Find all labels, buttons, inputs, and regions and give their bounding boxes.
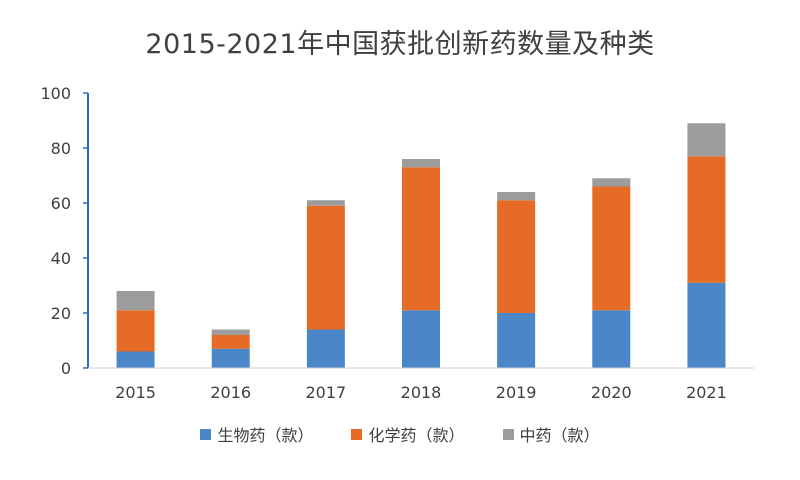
- bar-2021-series-2: [687, 123, 726, 157]
- y-tick-label-100: 100: [40, 84, 71, 103]
- y-tick-label-80: 80: [51, 139, 71, 158]
- x-tick-label-2015: 2015: [115, 383, 156, 402]
- bar-2015-series-2: [116, 291, 155, 311]
- legend: 生物药（款） 化学药（款） 中药（款）: [0, 422, 800, 446]
- bar-2016-series-2: [211, 329, 250, 335]
- bar-2016-series-0: [211, 348, 250, 368]
- x-tick-label-2016: 2016: [210, 383, 251, 402]
- x-tick-label-2018: 2018: [401, 383, 442, 402]
- bar-2019-series-0: [497, 313, 536, 368]
- bar-2015-series-0: [116, 351, 155, 368]
- legend-swatch-1: [351, 428, 363, 440]
- bar-2017-series-2: [306, 200, 345, 206]
- legend-swatch-2: [502, 428, 514, 440]
- x-tick-label-2021: 2021: [686, 383, 727, 402]
- bar-2019-series-2: [497, 192, 536, 201]
- legend-item-0: 生物药（款）: [200, 422, 313, 446]
- bar-2021-series-1: [687, 156, 726, 283]
- legend-label-0: 生物药（款）: [217, 426, 314, 445]
- bar-2015-series-1: [116, 310, 155, 352]
- legend-item-1: 化学药（款）: [351, 422, 465, 446]
- y-tick-label-20: 20: [51, 304, 71, 323]
- bar-2019-series-1: [497, 200, 536, 313]
- bar-2017-series-1: [306, 205, 345, 330]
- bar-2017-series-0: [306, 329, 345, 368]
- bar-2020-series-2: [592, 178, 631, 187]
- bar-2018-series-0: [402, 310, 440, 368]
- bar-2021-series-0: [687, 282, 726, 368]
- x-tick-label-2019: 2019: [496, 383, 537, 402]
- labels-layer: 2015 2016 2017 2018 2019 2020 2021 0 20 40 60 80 100: [40, 84, 726, 402]
- legend-item-2: 中药（款）: [502, 422, 600, 446]
- legend-label-2: 中药（款）: [519, 426, 600, 445]
- y-tick-label-40: 40: [51, 249, 71, 268]
- legend-swatch-0: [200, 428, 212, 440]
- bar-2016-series-1: [211, 335, 250, 349]
- bar-2018-series-1: [402, 167, 440, 311]
- x-tick-label-2017: 2017: [306, 383, 347, 402]
- bar-2020-series-1: [592, 186, 631, 311]
- legend-label-1: 化学药（款）: [368, 426, 465, 445]
- axes-layer: [83, 92, 754, 369]
- chart-title: 2015-2021年中国获批创新药数量及种类: [145, 29, 655, 60]
- y-tick-label-0: 0: [61, 359, 71, 378]
- bar-2018-series-2: [402, 159, 440, 168]
- x-tick-label-2020: 2020: [591, 383, 632, 402]
- bar-2020-series-0: [592, 310, 631, 368]
- y-tick-label-60: 60: [51, 194, 71, 213]
- bars-layer: [116, 123, 726, 368]
